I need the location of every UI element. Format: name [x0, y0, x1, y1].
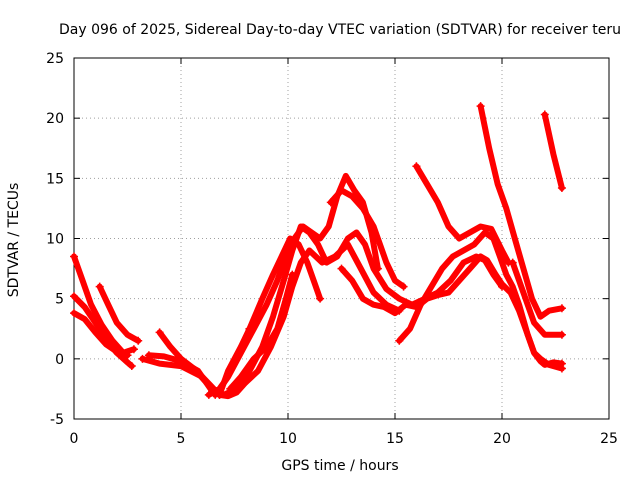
y-tick-label: 5 — [55, 292, 64, 308]
plus-marker — [138, 354, 147, 363]
plus-marker — [127, 362, 136, 371]
x-tick-label: 5 — [177, 431, 186, 447]
series-track-10 — [215, 324, 254, 399]
plus-marker — [129, 345, 138, 354]
series-line — [145, 223, 505, 398]
plus-marker — [215, 390, 224, 399]
y-tick-label: 20 — [46, 111, 64, 127]
plus-marker — [245, 324, 254, 333]
plus-marker — [123, 351, 132, 360]
series-line — [71, 310, 131, 359]
plus-marker — [288, 270, 297, 279]
x-axis-label: GPS time / hours — [281, 458, 398, 474]
series-track-15 — [412, 162, 513, 267]
series-line — [396, 229, 565, 372]
series-line — [327, 187, 407, 290]
x-tick-label: 25 — [600, 431, 618, 447]
series-track-14 — [395, 229, 566, 373]
x-axis-ticks: 0 5 10 15 20 25 — [70, 58, 618, 447]
x-tick-label: 20 — [493, 431, 511, 447]
series-line — [227, 271, 296, 392]
plus-marker — [316, 294, 325, 303]
plus-marker — [540, 110, 549, 119]
series-line — [477, 103, 565, 320]
plus-marker — [155, 328, 164, 337]
x-tick-label: 15 — [386, 431, 404, 447]
y-axis-label: SDTVAR / TECUs — [6, 183, 22, 298]
series-line — [71, 293, 135, 370]
plus-marker — [226, 384, 235, 393]
x-tick-label: 10 — [279, 431, 297, 447]
plus-marker — [557, 330, 566, 339]
series-track-4 — [95, 282, 143, 345]
series-line — [541, 111, 565, 191]
series-track-11 — [226, 270, 297, 393]
plus-marker — [412, 162, 421, 171]
series-layer — [70, 102, 566, 400]
plus-marker — [337, 264, 346, 273]
plus-marker — [399, 282, 408, 291]
plus-marker — [373, 264, 382, 273]
series-track-3 — [70, 309, 132, 360]
series-line — [413, 163, 512, 266]
plus-marker — [395, 336, 404, 345]
plus-marker — [326, 198, 335, 207]
plus-marker — [557, 304, 566, 313]
y-tick-label: 25 — [46, 51, 64, 67]
plus-marker — [95, 282, 104, 291]
plus-marker — [557, 183, 566, 192]
y-axis-ticks: -5 0 5 10 15 20 25 — [46, 51, 609, 428]
series-line — [509, 259, 565, 338]
plus-marker — [70, 292, 78, 301]
plus-marker — [134, 336, 143, 345]
series-track-17 — [508, 258, 566, 339]
y-tick-label: 15 — [46, 171, 64, 187]
series-line — [216, 325, 253, 398]
y-tick-label: 0 — [55, 352, 64, 368]
plus-marker — [144, 351, 153, 360]
series-line — [96, 283, 142, 344]
y-tick-label: 10 — [46, 232, 64, 248]
plus-marker — [508, 258, 517, 267]
y-tick-label: -5 — [50, 412, 64, 428]
plus-marker — [476, 102, 485, 111]
x-tick-label: 0 — [70, 431, 79, 447]
plus-marker — [70, 252, 78, 261]
series-track-12 — [326, 187, 408, 291]
plus-marker — [557, 364, 566, 373]
plus-marker — [70, 309, 78, 318]
series-track-16 — [476, 102, 566, 320]
series-track-18 — [540, 110, 566, 192]
series-track-2 — [70, 292, 136, 371]
series-track-6 — [144, 223, 506, 398]
series-line — [156, 329, 223, 398]
chart-title: Day 096 of 2025, Sidereal Day-to-day VTE… — [59, 22, 621, 38]
